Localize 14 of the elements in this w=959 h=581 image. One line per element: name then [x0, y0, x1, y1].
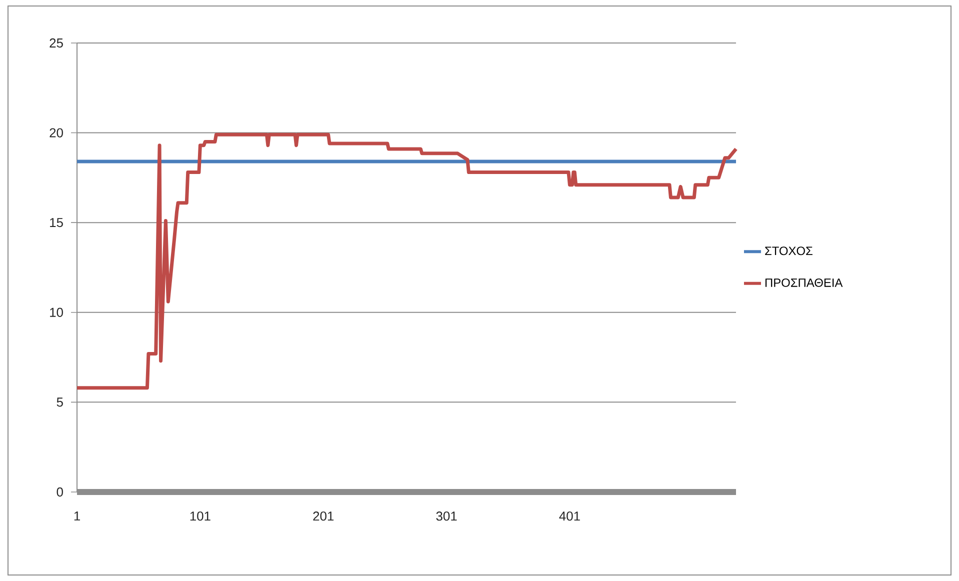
- x-tick-label: 201: [313, 512, 334, 521]
- legend-label: ΣΤΟΧΟΣ: [765, 246, 812, 256]
- x-tick-label: 301: [436, 512, 457, 521]
- y-tick-label: 20: [50, 128, 63, 138]
- y-tick-label: 0: [56, 487, 63, 497]
- y-tick-label: 15: [50, 218, 63, 228]
- y-tick-label: 5: [56, 398, 63, 407]
- x-tick-label: 401: [559, 512, 580, 521]
- y-tick-label: 10: [50, 308, 63, 317]
- line-series: [75, 132, 738, 390]
- x-tick-label: 1: [74, 512, 80, 520]
- legend-label: ΠΡΟΣΠΑΘΕΙΑ: [765, 278, 843, 287]
- x-tick-label: 101: [190, 512, 210, 521]
- y-tick-label: 25: [50, 38, 63, 48]
